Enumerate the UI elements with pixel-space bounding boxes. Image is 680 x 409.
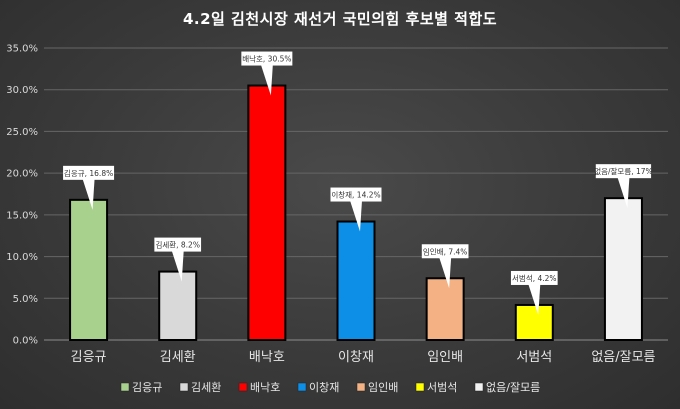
data-label-pointer — [439, 257, 452, 289]
bar — [247, 84, 287, 341]
y-tick-label: 25.0% — [6, 127, 38, 138]
data-label-pointer — [82, 178, 95, 210]
legend-label: 김세환 — [191, 381, 221, 394]
legend-label: 배낙호 — [250, 381, 280, 394]
y-tick-label: 30.0% — [6, 85, 38, 96]
legend-swatch — [120, 382, 130, 392]
legend-swatch — [474, 382, 484, 392]
legend-swatch — [415, 382, 425, 392]
y-tick-label: 15.0% — [6, 210, 38, 221]
data-label: 김응규, 16.8% — [64, 168, 113, 178]
data-label-box — [510, 270, 558, 285]
y-tick-label: 0.0% — [13, 336, 38, 347]
legend-swatch — [356, 382, 366, 392]
data-label-box — [595, 164, 652, 179]
data-label-box — [330, 187, 382, 202]
x-tick-label: 배낙호 — [249, 350, 285, 365]
data-label-box — [241, 51, 293, 66]
data-label-callout: 김세환, 8.2% — [154, 237, 202, 282]
data-label: 임인배, 7.4% — [423, 246, 468, 256]
data-label-pointer — [528, 283, 541, 315]
data-label: 김세환, 8.2% — [155, 240, 200, 250]
data-label: 배낙호, 30.5% — [242, 54, 291, 64]
x-tick-label: 임인배 — [427, 350, 463, 365]
data-label-callout: 서범석, 4.2% — [510, 270, 558, 315]
x-tick-label: 없음/잘모름 — [591, 350, 655, 365]
legend-label: 임인배 — [368, 381, 398, 394]
y-tick-label: 10.0% — [6, 252, 38, 263]
data-label-callout: 이창재, 14.2% — [330, 187, 382, 232]
data-label-callout: 배낙호, 30.5% — [241, 51, 293, 96]
x-tick-label: 김세환 — [160, 350, 196, 365]
legend-label: 서범석 — [427, 381, 457, 394]
data-label: 서범석, 4.2% — [512, 273, 557, 283]
bar — [69, 198, 109, 341]
data-label-box — [154, 237, 202, 252]
legend-label: 없음/잘모름 — [486, 381, 540, 394]
data-label-callout: 없음/잘모름, 17% — [594, 164, 653, 209]
data-label-pointer — [260, 64, 273, 96]
data-label-callout: 임인배, 7.4% — [421, 244, 469, 289]
bar — [336, 220, 376, 342]
legend-swatch — [238, 382, 248, 392]
bar — [158, 270, 198, 341]
legend-label: 김응규 — [132, 381, 162, 394]
y-tick-label: 20.0% — [6, 169, 38, 180]
data-label-box — [63, 165, 115, 180]
legend-swatch — [297, 382, 307, 392]
data-label-pointer — [171, 250, 184, 282]
bar — [514, 303, 554, 341]
data-label: 이창재, 14.2% — [331, 190, 380, 200]
data-label-pointer — [617, 177, 630, 209]
legend-label: 이창재 — [309, 381, 339, 394]
x-tick-label: 김응규 — [71, 350, 107, 365]
data-label: 없음/잘모름, 17% — [594, 167, 652, 176]
data-label-callout: 김응규, 16.8% — [63, 165, 115, 210]
x-tick-label: 서범석 — [516, 350, 552, 365]
x-tick-label: 이창재 — [338, 350, 374, 365]
data-label-box — [421, 244, 469, 259]
bar — [425, 277, 465, 341]
data-label-pointer — [350, 200, 362, 232]
legend-swatch — [179, 382, 189, 392]
bar — [603, 197, 643, 341]
chart-title: 4.2일 김천시장 재선거 국민의힘 후보별 적합도 — [182, 10, 498, 28]
y-tick-label: 35.0% — [6, 44, 38, 55]
y-tick-label: 5.0% — [13, 294, 38, 305]
